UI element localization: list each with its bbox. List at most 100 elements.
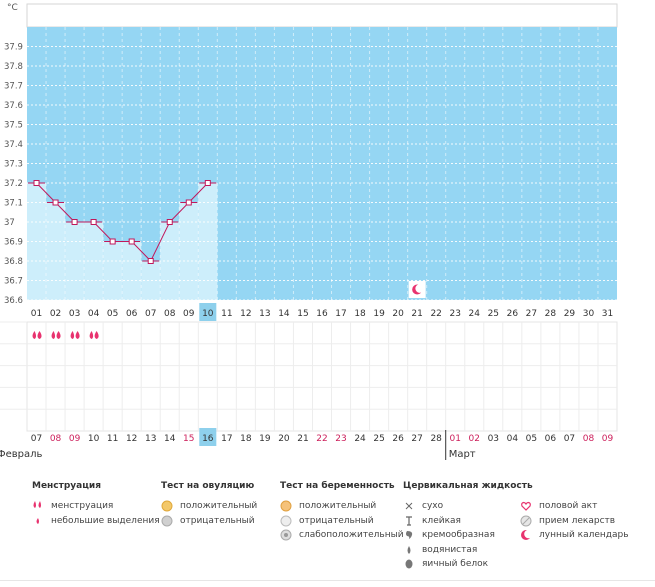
legend-label: половой акт bbox=[539, 501, 598, 512]
date-label: 16 bbox=[202, 434, 214, 444]
date-label: 02 bbox=[469, 434, 480, 444]
temperature-point bbox=[52, 199, 59, 206]
cycle-day-label: 27 bbox=[526, 309, 537, 319]
cycle-day-label: 12 bbox=[240, 309, 251, 319]
y-tick-label: 37.8 bbox=[4, 62, 23, 72]
menstruation-icon bbox=[75, 331, 80, 339]
date-label: 09 bbox=[602, 434, 614, 444]
cycle-day-label: 21 bbox=[411, 309, 422, 319]
legend-title: Тест на беременность bbox=[280, 481, 395, 491]
legend-column: Тест на беременность положительный отрицат… bbox=[280, 481, 404, 543]
cycle-day-label: 05 bbox=[107, 309, 118, 319]
menstruation-icon bbox=[56, 331, 61, 339]
menstruation-icon bbox=[37, 331, 42, 339]
menstruation-icon bbox=[51, 331, 56, 339]
legend-label: клейкая bbox=[422, 515, 461, 526]
legend-column: Менструация менструация небольшие выделени… bbox=[32, 481, 160, 528]
legend-label: кремообразная bbox=[422, 530, 495, 541]
date-label: 20 bbox=[278, 434, 290, 444]
cycle-day-label: 08 bbox=[164, 309, 176, 319]
legend-label: положительный bbox=[299, 501, 377, 512]
legend-column: половой акт прием лекарств лунный календар… bbox=[520, 481, 629, 543]
medication-icon bbox=[520, 515, 532, 527]
legend-item: слабоположительный bbox=[280, 528, 404, 543]
legend-title bbox=[520, 481, 629, 493]
cycle-day-label: 06 bbox=[126, 309, 138, 319]
cycle-day-label: 17 bbox=[335, 309, 346, 319]
temperature-point bbox=[90, 219, 97, 225]
legend-item: кремообразная bbox=[403, 528, 533, 543]
legend-item: водянистая bbox=[403, 543, 533, 558]
legend-title: Цервикальная жидкость bbox=[403, 481, 533, 491]
date-label: 24 bbox=[354, 434, 366, 444]
y-tick-label: 37.7 bbox=[4, 82, 23, 92]
cycle-day-label: 31 bbox=[602, 309, 613, 319]
legend-title: Тест на овуляцию bbox=[161, 481, 255, 491]
y-tick-label: 37.2 bbox=[4, 179, 23, 189]
date-label: 01 bbox=[449, 434, 460, 444]
legend-column: Тест на овуляцию положительный отрицательн… bbox=[161, 481, 257, 528]
legend-label: менструация bbox=[51, 501, 114, 512]
date-label: 04 bbox=[507, 434, 519, 444]
pregnancy-positive-icon bbox=[280, 500, 292, 512]
cycle-day-label: 19 bbox=[373, 309, 385, 319]
date-label: 27 bbox=[411, 434, 422, 444]
date-label: 23 bbox=[335, 434, 346, 444]
legend-item: менструация bbox=[32, 499, 160, 514]
legend-item: прием лекарств bbox=[520, 514, 629, 529]
cycle-day-label: 07 bbox=[145, 309, 156, 319]
temperature-bar bbox=[46, 202, 66, 300]
legend-label: сухо bbox=[422, 501, 444, 512]
legend-item: положительный bbox=[280, 499, 404, 514]
y-tick-label: 37.4 bbox=[4, 140, 23, 150]
temperature-bar bbox=[103, 241, 123, 300]
cycle-day-label: 30 bbox=[583, 309, 595, 319]
legend-label: лунный календарь bbox=[539, 530, 629, 541]
date-label: 22 bbox=[316, 434, 327, 444]
cycle-day-label: 26 bbox=[507, 309, 519, 319]
legend-label: водянистая bbox=[422, 544, 478, 555]
cycle-day-label: 03 bbox=[69, 309, 80, 319]
month-label: Март bbox=[449, 449, 476, 460]
ovulation-negative-icon bbox=[161, 515, 173, 527]
temperature-point bbox=[71, 219, 78, 225]
legend-label: прием лекарств bbox=[539, 515, 616, 526]
date-label: 03 bbox=[488, 434, 499, 444]
pregnancy-weak-icon bbox=[280, 529, 292, 541]
legend-label: небольшие выделения bbox=[51, 515, 160, 526]
cycle-day-label: 16 bbox=[316, 309, 328, 319]
legend-item: положительный bbox=[161, 499, 257, 514]
current-date-highlight bbox=[199, 428, 217, 446]
legend-item: клейкая bbox=[403, 514, 533, 529]
legend-item: отрицательный bbox=[161, 514, 257, 529]
legend-label: яичный белок bbox=[422, 559, 489, 570]
legend-item: половой акт bbox=[520, 499, 629, 514]
legend-item: лунный календарь bbox=[520, 528, 629, 543]
date-label: 21 bbox=[297, 434, 308, 444]
date-label: 08 bbox=[583, 434, 595, 444]
temperature-point bbox=[128, 238, 135, 245]
cycle-day-label: 28 bbox=[545, 309, 557, 319]
date-label: 07 bbox=[564, 434, 575, 444]
spotting-icon bbox=[32, 515, 44, 527]
cycle-day-label: 15 bbox=[297, 309, 308, 319]
cycle-day-label: 09 bbox=[183, 309, 195, 319]
date-label: 26 bbox=[392, 434, 404, 444]
cycle-day-label: 18 bbox=[354, 309, 366, 319]
cycle-day-label: 25 bbox=[488, 309, 499, 319]
y-tick-label: 37.5 bbox=[4, 121, 23, 131]
date-label: 09 bbox=[69, 434, 81, 444]
menstruation-icon bbox=[32, 500, 44, 512]
cycle-day-label: 20 bbox=[392, 309, 404, 319]
date-label: 15 bbox=[183, 434, 194, 444]
date-label: 10 bbox=[88, 434, 100, 444]
temperature-point bbox=[185, 199, 192, 206]
sticky-icon bbox=[403, 515, 415, 527]
y-tick-label: 37.6 bbox=[4, 101, 23, 111]
y-tick-label: 37.9 bbox=[4, 43, 23, 53]
cycle-day-label: 13 bbox=[259, 309, 270, 319]
date-label: 11 bbox=[107, 434, 118, 444]
cycle-day-label: 22 bbox=[430, 309, 441, 319]
legend-title: Менструация bbox=[32, 481, 101, 491]
divider bbox=[0, 580, 655, 581]
